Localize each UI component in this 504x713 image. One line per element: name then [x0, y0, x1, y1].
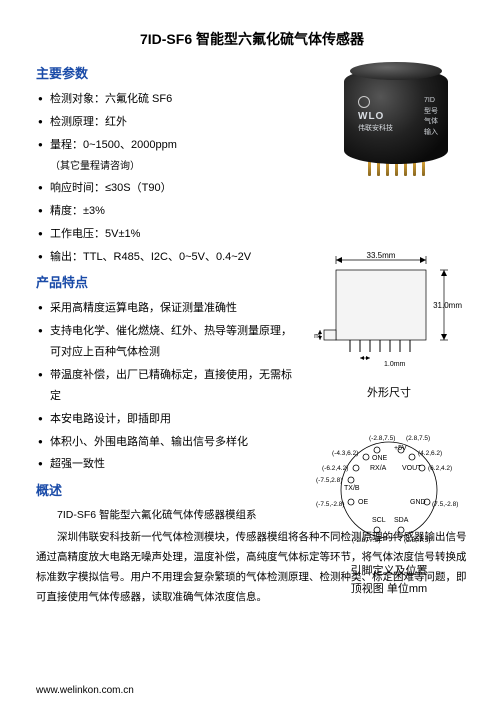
dim-pitch-text: 1.0mm	[384, 361, 406, 368]
param-item: 检测对象：六氟化硫 SF6	[36, 89, 296, 110]
svg-text:TX/B: TX/B	[344, 485, 360, 492]
dimension-svg: 33.5mm 31.0mm 3.8mm 1.0mm	[314, 252, 464, 382]
feature-item: 支持电化学、催化燃烧、红外、热导等测量原理，可对应上百种气体检测	[36, 321, 296, 363]
section-overview-header: 概述	[36, 481, 296, 502]
main-column: 主要参数 检测对象：六氟化硫 SF6 检测原理：红外 量程：0~1500、200…	[36, 64, 296, 526]
svg-text:SDA: SDA	[394, 517, 409, 524]
svg-text:(-7.5,-2.8): (-7.5,-2.8)	[316, 501, 345, 508]
sensor-body: WLO 伟联安科技 7ID 型号 气体 输入	[344, 68, 448, 164]
pin-icon	[395, 162, 398, 176]
pinout-diagram: (-2.8,7.5) (2.8,7.5) (-4.3,6.2) (4.2,6.2…	[314, 420, 464, 598]
param-item: 响应时间：≤30S（T90）	[36, 178, 296, 199]
label-line: 型号	[424, 107, 438, 118]
label-line: 气体	[424, 117, 438, 128]
feature-item: 体积小、外围电路简单、输出信号多样化	[36, 432, 296, 453]
params-list: 检测对象：六氟化硫 SF6 检测原理：红外 量程：0~1500、2000ppm	[36, 89, 296, 156]
param-item: 检测原理：红外	[36, 112, 296, 133]
svg-text:ONE: ONE	[372, 455, 388, 462]
param-note: （其它量程请咨询）	[36, 158, 296, 176]
svg-text:(4.2,6.2): (4.2,6.2)	[418, 450, 442, 457]
svg-text:(2.8,-7.5): (2.8,-7.5)	[404, 537, 430, 544]
param-item: 量程：0~1500、2000ppm	[36, 135, 296, 156]
dimension-caption: 外形尺寸	[314, 385, 464, 403]
section-features-header: 产品特点	[36, 273, 296, 294]
pin-icon	[386, 162, 389, 176]
svg-text:(-2.8,7.5): (-2.8,7.5)	[369, 435, 395, 442]
feature-item: 带温度补偿，出厂已精确标定，直接使用，无需标定	[36, 365, 296, 407]
pin-icon	[404, 162, 407, 176]
product-photo: WLO 伟联安科技 7ID 型号 气体 输入	[336, 68, 456, 176]
feature-item: 本安电路设计，即插即用	[36, 409, 296, 430]
sensor-label-left: WLO 伟联安科技	[358, 96, 393, 134]
svg-text:+5V: +5V	[394, 445, 407, 452]
pin-icon	[377, 162, 380, 176]
brand-cn: 伟联安科技	[358, 124, 393, 134]
dimension-diagram: 33.5mm 31.0mm 3.8mm 1.0mm	[314, 252, 464, 403]
svg-text:GND: GND	[410, 499, 426, 506]
feature-item: 超强一致性	[36, 454, 296, 475]
svg-text:RX/A: RX/A	[370, 465, 387, 472]
svg-text:(6.2,4.2): (6.2,4.2)	[428, 465, 452, 472]
svg-text:VOUT: VOUT	[402, 465, 422, 472]
svg-text:(-6.2,4.2): (-6.2,4.2)	[322, 465, 348, 472]
pins-row	[336, 162, 456, 176]
sensor-label-right: 7ID 型号 气体 输入	[424, 96, 438, 138]
features-list: 采用高精度运算电路，保证测量准确性 支持电化学、催化燃烧、红外、热导等测量原理，…	[36, 298, 296, 475]
pin-icon	[413, 162, 416, 176]
pin-icon	[368, 162, 371, 176]
page-title: 7ID-SF6 智能型六氟化硫气体传感器	[36, 28, 468, 50]
label-line: 输入	[424, 128, 438, 139]
svg-text:(2.8,7.5): (2.8,7.5)	[406, 435, 430, 442]
pinout-svg: (-2.8,7.5) (2.8,7.5) (-4.3,6.2) (4.2,6.2…	[314, 420, 464, 560]
param-item: 精度：±3%	[36, 201, 296, 222]
dim-height-text: 31.0mm	[433, 301, 462, 310]
svg-text:OE: OE	[358, 499, 368, 506]
svg-text:(7.5,-2.8): (7.5,-2.8)	[432, 501, 458, 508]
param-item: 工作电压：5V±1%	[36, 224, 296, 245]
logo-circle-icon	[358, 96, 370, 108]
section-params-header: 主要参数	[36, 64, 296, 85]
svg-text:(-2.8,-7.5): (-2.8,-7.5)	[352, 537, 381, 544]
param-item: 输出：TTL、R485、I2C、0~5V、0.4~2V	[36, 247, 296, 268]
svg-text:(-4.3,6.2): (-4.3,6.2)	[332, 450, 358, 457]
brand-text: WLO	[358, 110, 393, 124]
pin-icon	[422, 162, 425, 176]
pinout-caption: 引脚定义及位置 顶视图 单位mm	[314, 563, 464, 598]
label-line: 7ID	[424, 96, 438, 107]
feature-item: 采用高精度运算电路，保证测量准确性	[36, 298, 296, 319]
params-list-2: 响应时间：≤30S（T90） 精度：±3% 工作电压：5V±1% 输出：TTL、…	[36, 178, 296, 268]
footer-url: www.welinkon.com.cn	[36, 683, 134, 699]
svg-text:SCL: SCL	[372, 517, 386, 524]
svg-text:(-7.5,2.8): (-7.5,2.8)	[316, 477, 342, 484]
overview-line1: 7ID-SF6 智能型六氟化硫气体传感器模组系	[36, 506, 296, 526]
dim-width-text: 33.5mm	[367, 252, 396, 260]
